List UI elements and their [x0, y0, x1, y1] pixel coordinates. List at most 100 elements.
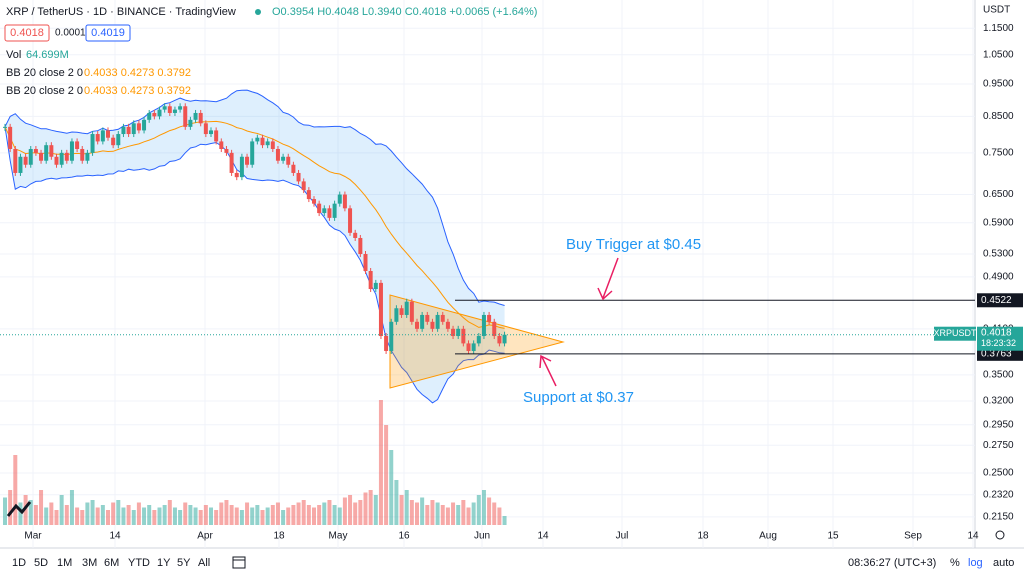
- volume-bar: [275, 502, 280, 525]
- bollinger-fill: [5, 90, 505, 403]
- volume-bar: [121, 507, 126, 525]
- volume-bar: [172, 507, 177, 525]
- x-tick-label: 14: [537, 531, 549, 542]
- volume-bar: [13, 455, 18, 525]
- range-button[interactable]: 6M: [104, 557, 119, 569]
- candle: [430, 321, 435, 329]
- volume-bar: [399, 495, 404, 525]
- x-tick-label: Apr: [197, 531, 213, 542]
- candle: [337, 194, 342, 204]
- volume-bar: [348, 495, 353, 525]
- volume-bar: [327, 500, 332, 525]
- volume-bar: [404, 490, 409, 525]
- range-button[interactable]: 5D: [34, 557, 48, 569]
- volume-bar: [451, 502, 456, 525]
- y-tick-label: 0.3500: [983, 370, 1014, 381]
- volume-bar: [239, 510, 244, 525]
- candle: [188, 119, 193, 127]
- candle: [131, 123, 136, 135]
- calendar-icon[interactable]: [232, 556, 246, 569]
- sell-button[interactable]: [4, 24, 50, 42]
- range-button[interactable]: YTD: [128, 557, 150, 569]
- candle: [85, 152, 90, 161]
- volume-bar: [394, 480, 399, 525]
- volume-bar: [306, 505, 311, 525]
- candle: [203, 123, 208, 135]
- volume-bar: [147, 505, 152, 525]
- volume-bar: [317, 505, 322, 525]
- auto-toggle[interactable]: auto: [993, 557, 1014, 569]
- volume-bar: [461, 500, 466, 525]
- range-button[interactable]: 1M: [57, 557, 72, 569]
- currency: USDT: [983, 5, 1010, 16]
- candle: [394, 308, 399, 322]
- candle: [275, 148, 280, 161]
- x-tick-label: May: [329, 531, 348, 542]
- volume-bar: [286, 507, 291, 525]
- volume-bar: [100, 505, 105, 525]
- volume-bar: [492, 502, 497, 525]
- volume-bar: [59, 495, 64, 525]
- volume-bar: [28, 500, 33, 525]
- y-tick-label: 0.4900: [983, 272, 1014, 283]
- bb-values: 0.4033 0.4273 0.3792: [84, 67, 191, 79]
- volume-bar: [481, 490, 486, 525]
- volume-bar: [471, 502, 476, 525]
- candle: [3, 126, 7, 128]
- y-tick-label: 0.2320: [983, 489, 1014, 500]
- volume-bar: [435, 502, 440, 525]
- candle: [167, 106, 172, 113]
- candle: [404, 301, 409, 315]
- buy-button[interactable]: [85, 24, 131, 42]
- range-button[interactable]: 5Y: [177, 557, 191, 569]
- range-button[interactable]: 1D: [12, 557, 26, 569]
- volume-bar: [487, 497, 492, 525]
- bottom-toolbar: [0, 552, 1024, 576]
- settings-icon[interactable]: [995, 530, 1005, 540]
- range-button[interactable]: All: [198, 557, 210, 569]
- x-tick-label: Jul: [616, 531, 629, 542]
- volume-bar: [126, 505, 131, 525]
- volume-bar: [373, 495, 378, 525]
- candle: [502, 334, 507, 344]
- candle: [322, 208, 327, 214]
- candle: [312, 199, 316, 204]
- range-button[interactable]: 3M: [82, 557, 97, 569]
- percent-toggle[interactable]: %: [950, 557, 960, 569]
- volume-bar: [497, 507, 502, 525]
- candle: [296, 172, 301, 182]
- volume-bar: [203, 505, 208, 525]
- log-toggle[interactable]: log: [968, 557, 983, 569]
- candle: [301, 181, 306, 191]
- candle: [219, 141, 224, 149]
- volume-bar: [456, 505, 461, 525]
- bollinger-upper: [4, 89, 505, 306]
- candle: [214, 130, 219, 142]
- volume-bar: [131, 510, 136, 525]
- y-tick-label: 0.5300: [983, 249, 1014, 260]
- volume-bar: [214, 510, 219, 525]
- candle: [8, 126, 13, 149]
- candle: [121, 126, 126, 135]
- annotation: Buy Trigger at $0.45: [566, 236, 701, 253]
- candle: [13, 148, 18, 173]
- countdown: 18:23:32: [981, 338, 1016, 348]
- arrow: [539, 354, 557, 387]
- sell-price[interactable]: 0.4018: [10, 27, 44, 39]
- vol-label: Vol: [6, 49, 21, 61]
- candle: [75, 141, 80, 149]
- volume-bar: [85, 502, 90, 525]
- y-tick-label: 0.8500: [983, 111, 1014, 122]
- arrow: [597, 257, 619, 301]
- candle: [126, 126, 131, 135]
- range-button[interactable]: 1Y: [157, 557, 171, 569]
- symbol: XRP / TetherUS · 1D · BINANCE · TradingV…: [6, 6, 236, 18]
- candle: [229, 152, 234, 173]
- buy-price[interactable]: 0.4019: [91, 27, 125, 39]
- x-tick-label: Aug: [759, 531, 777, 542]
- volume-bar: [106, 510, 110, 525]
- candle: [18, 156, 23, 173]
- candle: [373, 282, 378, 290]
- candle: [358, 237, 363, 255]
- y-tick-label: 0.5900: [983, 217, 1014, 228]
